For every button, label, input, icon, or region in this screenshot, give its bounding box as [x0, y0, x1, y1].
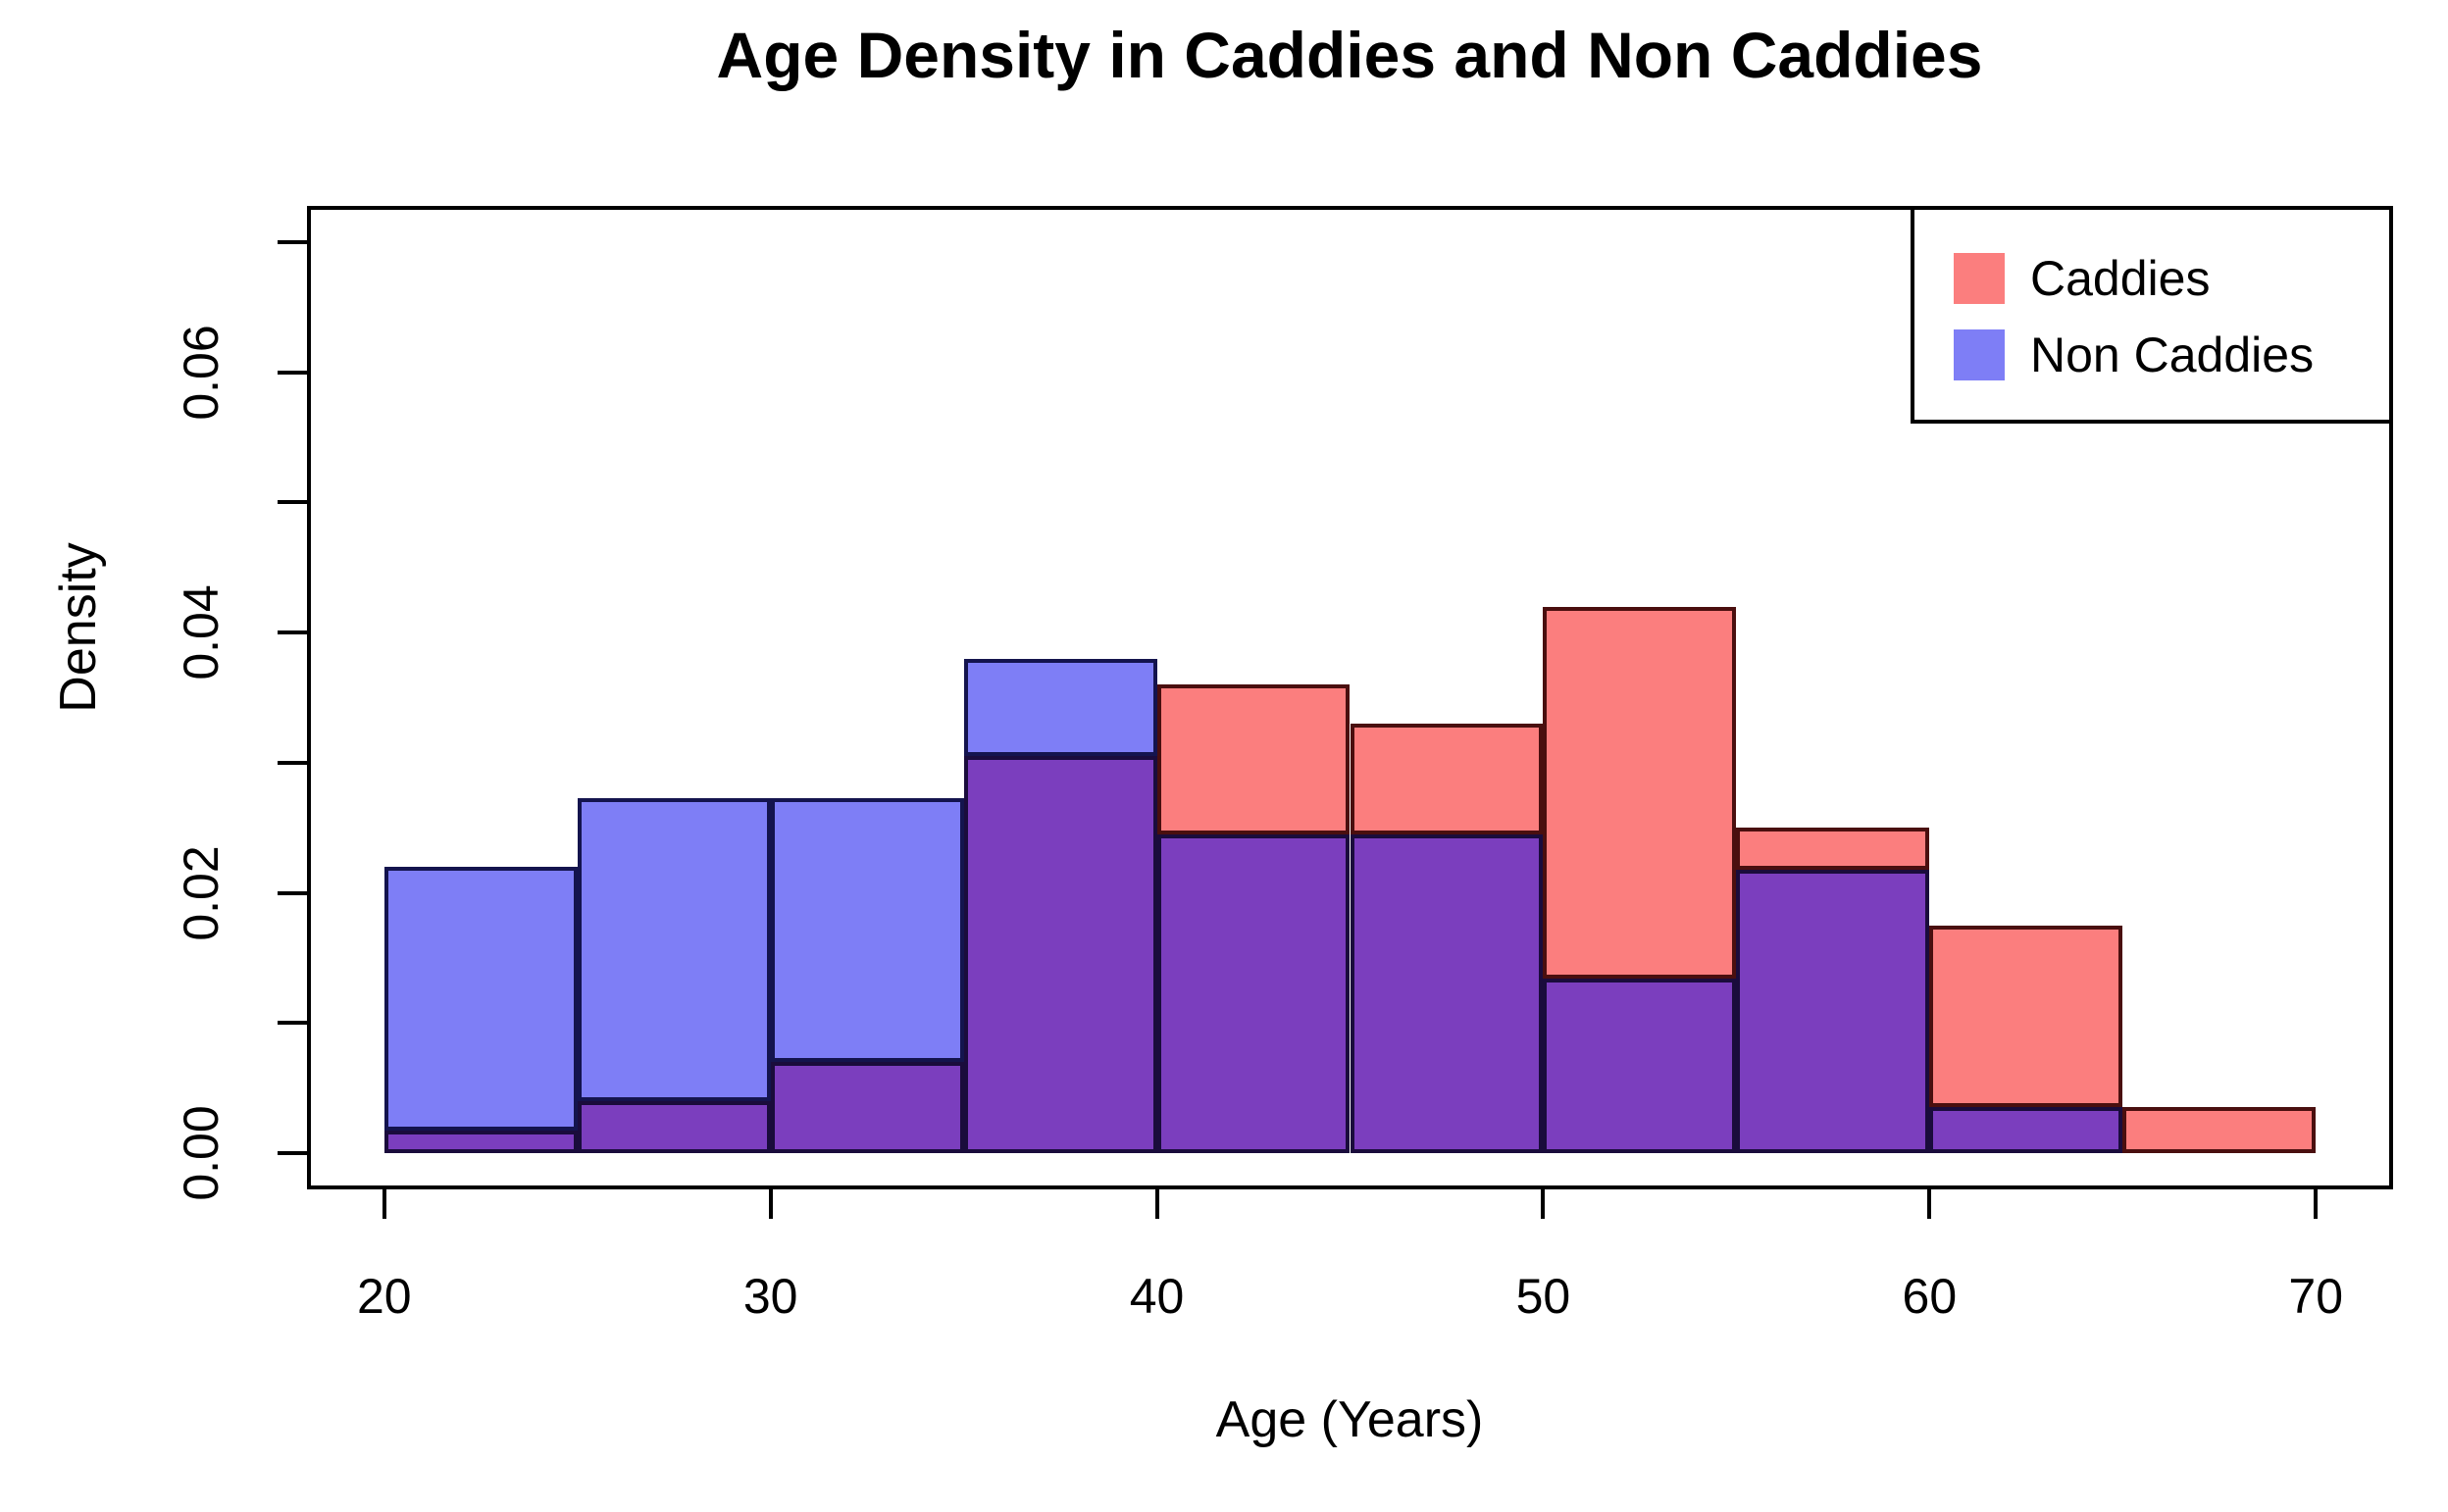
y-axis-tick: [278, 370, 307, 375]
histogram-overlap-segment: [383, 1131, 578, 1153]
x-axis-tick: [768, 1189, 773, 1219]
histogram-bar-caddies: [1929, 925, 2123, 1108]
x-axis-tick: [1154, 1189, 1159, 1219]
histogram-bar-non-caddies: [383, 866, 578, 1132]
x-axis-tick: [382, 1189, 386, 1219]
histogram-bar-non-caddies: [770, 797, 964, 1062]
legend-label-caddies: Caddies: [2030, 251, 2211, 306]
x-tick-label: 30: [742, 1269, 798, 1324]
x-tick-label: 40: [1129, 1269, 1185, 1324]
histogram-bar-non-caddies: [963, 658, 1157, 757]
histogram-bar-caddies: [2122, 1107, 2317, 1153]
x-tick-label: 60: [1902, 1269, 1958, 1324]
histogram-bar-caddies: [1350, 724, 1544, 834]
chart-title: Age Density in Caddies and Non Caddies: [716, 19, 1983, 91]
x-axis-tick: [2314, 1189, 2319, 1219]
y-tick-label: 0.00: [174, 1105, 229, 1201]
x-axis-tick: [1541, 1189, 1546, 1219]
y-axis-tick: [278, 500, 307, 505]
x-tick-label: 20: [356, 1269, 412, 1324]
y-axis-tick: [278, 890, 307, 895]
histogram-bar-non-caddies: [577, 797, 771, 1101]
histogram-bar-caddies: [1543, 606, 1737, 980]
y-axis-tick: [278, 1021, 307, 1026]
plot-area: [307, 206, 2393, 1189]
y-axis-tick: [278, 760, 307, 765]
histogram-bar-caddies: [1156, 684, 1351, 834]
legend-entry-non-caddies: Non Caddies: [1954, 328, 2314, 382]
histogram-overlap-segment: [1929, 1107, 2123, 1153]
y-tick-label: 0.06: [174, 325, 229, 421]
histogram-overlap-segment: [963, 756, 1157, 1153]
y-tick-label: 0.02: [174, 844, 229, 941]
x-tick-label: 70: [2288, 1269, 2344, 1324]
legend-label-non-caddies: Non Caddies: [2030, 328, 2315, 382]
legend: Caddies Non Caddies: [1911, 206, 2393, 424]
x-axis-tick: [1927, 1189, 1932, 1219]
y-tick-label: 0.04: [174, 584, 229, 680]
y-axis-tick: [278, 1150, 307, 1155]
legend-entry-caddies: Caddies: [1954, 251, 2210, 306]
histogram-overlap-segment: [1156, 833, 1351, 1153]
x-axis-label: Age (Years): [1215, 1391, 1484, 1448]
histogram-overlap-segment: [1350, 833, 1544, 1153]
histogram-overlap-segment: [770, 1061, 964, 1153]
y-axis-tick: [278, 240, 307, 245]
histogram-bar-caddies: [1736, 828, 1930, 870]
histogram-overlap-segment: [1543, 979, 1737, 1153]
legend-swatch-non-caddies: [1954, 329, 2005, 380]
legend-swatch-caddies: [1954, 253, 2005, 304]
histogram-overlap-segment: [1736, 869, 1930, 1153]
y-axis-tick: [278, 630, 307, 635]
x-tick-label: 50: [1515, 1269, 1571, 1324]
histogram-overlap-segment: [577, 1100, 771, 1153]
